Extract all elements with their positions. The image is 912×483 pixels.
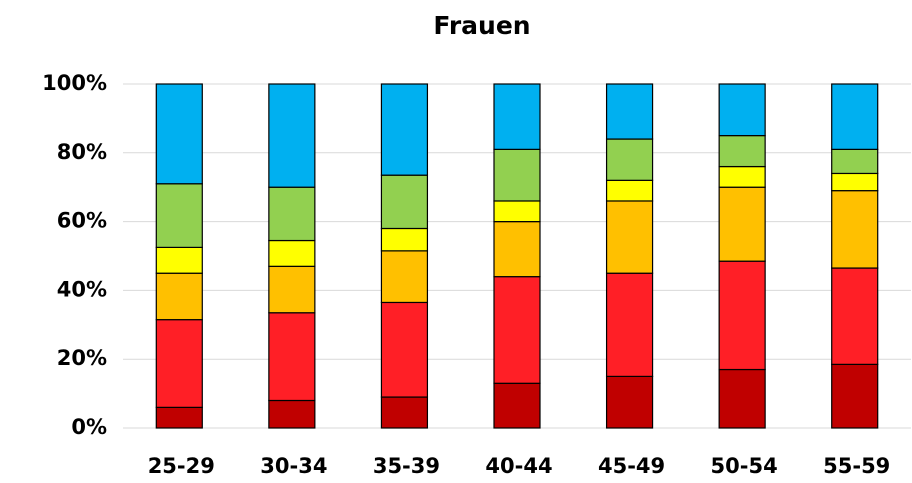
- bar-segment: [268, 399, 316, 429]
- bar-segment: [831, 267, 879, 365]
- bar-segment: [155, 272, 203, 321]
- bar-segment: [831, 172, 879, 192]
- bar-segment: [493, 221, 541, 278]
- bar-segment: [831, 363, 879, 429]
- bar-segment: [605, 200, 654, 274]
- bar-segment: [380, 174, 429, 230]
- bar-segment: [605, 375, 654, 429]
- bar-segment: [831, 190, 879, 269]
- bar-segment: [605, 138, 654, 181]
- bar-segment: [831, 148, 879, 175]
- x-tick-label: 25-29: [148, 454, 215, 478]
- x-tick-label: 45-49: [598, 454, 665, 478]
- y-tick-label: 0%: [71, 415, 107, 439]
- y-tick-label: 80%: [57, 140, 107, 164]
- bar-segment: [493, 200, 541, 223]
- bar-segment: [268, 312, 316, 402]
- bar-segment: [380, 83, 429, 176]
- bar-segment: [155, 183, 203, 248]
- bar-segment: [380, 301, 429, 398]
- x-tick-label: 35-39: [373, 454, 440, 478]
- y-tick-label: 100%: [42, 71, 107, 95]
- x-tick-label: 55-59: [823, 454, 890, 478]
- x-tick-label: 50-54: [711, 454, 778, 478]
- y-tick-label: 40%: [57, 277, 107, 301]
- bar-segment: [268, 186, 316, 242]
- bar-segment: [493, 382, 541, 429]
- bar-segment: [380, 250, 429, 304]
- bar-segment: [493, 83, 541, 150]
- bar-segment: [155, 83, 203, 185]
- y-tick-label: 20%: [57, 346, 107, 370]
- bar-segment: [605, 83, 654, 140]
- bar-segment: [268, 83, 316, 188]
- bar-segment: [380, 227, 429, 252]
- bar-segment: [268, 265, 316, 314]
- x-tick-label: 40-44: [485, 454, 552, 478]
- bar-segment: [605, 272, 654, 378]
- bar-segment: [831, 83, 879, 150]
- y-tick-label: 60%: [57, 209, 107, 233]
- bar-segment: [718, 135, 766, 168]
- bar-segment: [155, 319, 203, 408]
- x-tick-label: 30-34: [260, 454, 327, 478]
- bar-segment: [718, 83, 766, 137]
- bar-segment: [155, 246, 203, 274]
- bar-segment: [605, 179, 654, 202]
- bar-segment: [493, 276, 541, 384]
- chart-title: Frauen: [433, 11, 530, 40]
- bar-segment: [718, 260, 766, 371]
- bar-segment: [718, 186, 766, 262]
- bar-segment: [268, 239, 316, 267]
- bar-segment: [718, 368, 766, 429]
- bar-segment: [493, 148, 541, 202]
- bar-segment: [155, 406, 203, 429]
- bar-segment: [718, 165, 766, 188]
- bar-segment: [380, 396, 429, 429]
